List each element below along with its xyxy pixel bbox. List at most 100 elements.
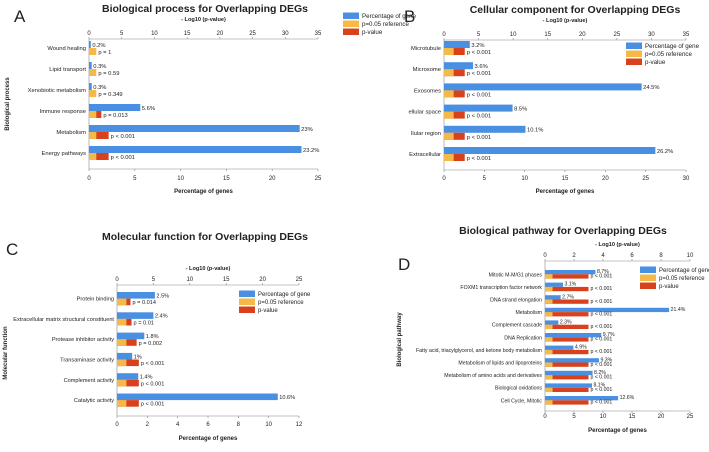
top-tick-label: 35 — [315, 31, 322, 37]
p-value-label: p < 0.001 — [141, 381, 164, 387]
reference-bar — [89, 90, 97, 97]
p-value-label: p < 0.001 — [141, 361, 164, 367]
gene-percent-label: 10.6% — [279, 395, 295, 401]
gene-percent-bar — [545, 320, 559, 325]
bottom-tick-label: 8 — [237, 422, 241, 428]
legend-label: p-value — [645, 59, 666, 66]
top-tick-label: 20 — [217, 31, 224, 37]
reference-bar — [545, 387, 553, 392]
category-label: llular region — [411, 131, 441, 137]
reference-bar — [444, 154, 454, 161]
reference-bar — [545, 312, 553, 317]
category-label: Cell Cycle, Mitotic — [501, 398, 543, 404]
p-value-label: p = 0.013 — [103, 113, 127, 119]
gene-percent-bar — [117, 312, 154, 319]
p-value-label: p < 0.001 — [591, 286, 613, 292]
bottom-tick-label: 20 — [269, 176, 276, 182]
category-label: Extracellular — [409, 152, 441, 158]
bottom-tick-label: 10 — [521, 176, 528, 182]
p-value-label: p < 0.001 — [591, 337, 613, 343]
gene-percent-bar — [444, 125, 526, 133]
gene-percent-bar — [545, 383, 592, 388]
gene-percent-bar — [545, 345, 574, 350]
category-label: Microsome — [413, 67, 441, 73]
category-label: Complement cascade — [492, 323, 542, 329]
category-label: Transaminase activity — [60, 358, 114, 364]
bottom-tick-label: 2 — [146, 422, 150, 428]
p-value-bar — [444, 69, 465, 77]
gene-percent-label: 1.4% — [140, 375, 153, 381]
top-tick-label: 5 — [152, 277, 156, 283]
p-value-bar — [545, 299, 589, 304]
gene-percent-label: 8.2% — [594, 370, 606, 376]
gene-percent-bar — [117, 332, 145, 340]
p-value-label: p < 0.001 — [591, 349, 613, 355]
top-tick-label: 8 — [659, 253, 663, 259]
chart-title: Biological pathway for Overlapping DEGs — [459, 225, 667, 237]
reference-bar — [117, 400, 127, 407]
reference-bar — [545, 324, 553, 329]
top-tick-label: 5 — [477, 32, 481, 38]
gene-percent-bar — [117, 393, 278, 401]
reference-bar — [117, 339, 127, 346]
panel-letter: B — [404, 7, 415, 26]
category-label: Mitotic M-M/G1 phases — [489, 272, 543, 278]
gene-percent-bar — [444, 147, 656, 154]
top-axis-label: - Log10 (p-value) — [543, 18, 588, 24]
gene-percent-bar — [89, 41, 91, 48]
category-label: Immune response — [40, 109, 86, 115]
gene-percent-label: 23.2% — [303, 148, 319, 154]
legend-label: p=0.05 reference — [362, 21, 410, 28]
gene-percent-label: 9.3% — [600, 357, 612, 363]
gene-percent-label: 23% — [301, 127, 313, 133]
legend-label: p=0.05 reference — [659, 276, 705, 282]
legend-label: Percentage of gene — [362, 13, 417, 20]
category-label: FOXM1 transcription factor network — [460, 285, 542, 291]
reference-bar — [89, 153, 97, 160]
top-tick-label: 0 — [442, 32, 446, 38]
category-label: Biological oxidations — [495, 386, 542, 392]
p-value-bar — [89, 132, 109, 139]
p-value-label: p < 0.001 — [111, 134, 135, 140]
gene-percent-label: 9.7% — [603, 332, 615, 338]
p-value-label: p < 0.001 — [467, 156, 491, 162]
top-tick-label: 30 — [648, 32, 655, 38]
bottom-tick-label: 0 — [115, 422, 119, 428]
p-value-label: p < 0.001 — [591, 311, 613, 317]
gene-percent-bar — [89, 146, 302, 153]
legend-label: Percentage of gene — [258, 292, 311, 298]
p-value-bar — [545, 387, 589, 392]
p-value-label: p < 0.001 — [591, 324, 613, 330]
panel-letter: A — [14, 7, 26, 26]
gene-percent-bar — [444, 41, 470, 48]
y-axis-label: Biological process — [5, 77, 11, 131]
gene-percent-label: 2.3% — [560, 320, 572, 326]
top-tick-label: 15 — [184, 31, 191, 37]
p-value-bar — [545, 274, 589, 279]
gene-percent-bar — [444, 83, 642, 91]
reference-bar — [89, 48, 97, 55]
bottom-tick-label: 10 — [177, 176, 184, 182]
bottom-tick-label: 30 — [683, 176, 690, 182]
p-value-bar — [545, 362, 589, 367]
gene-percent-bar — [545, 270, 596, 275]
gene-percent-bar — [89, 104, 141, 111]
bottom-tick-label: 20 — [602, 176, 609, 182]
bottom-tick-label: 12 — [296, 422, 303, 428]
p-value-label: p = 0.349 — [98, 92, 122, 98]
bottom-tick-label: 15 — [223, 176, 230, 182]
category-label: Protein binding — [77, 297, 114, 303]
p-value-label: p < 0.001 — [467, 92, 491, 98]
chart-c: C Molecular function for Overlapping DEGs… — [3, 231, 311, 442]
reference-bar — [545, 362, 553, 367]
p-value-bar — [444, 48, 465, 55]
legend-swatch — [343, 20, 359, 27]
p-value-label: p < 0.001 — [591, 374, 613, 380]
bottom-tick-label: 0 — [442, 176, 446, 182]
legend-label: Percentage of gene — [659, 268, 709, 274]
legend-label: p-value — [362, 29, 383, 36]
top-tick-label: 20 — [259, 277, 266, 283]
reference-bar — [89, 132, 97, 139]
legend-swatch — [640, 274, 656, 281]
bottom-tick-label: 15 — [629, 414, 636, 420]
